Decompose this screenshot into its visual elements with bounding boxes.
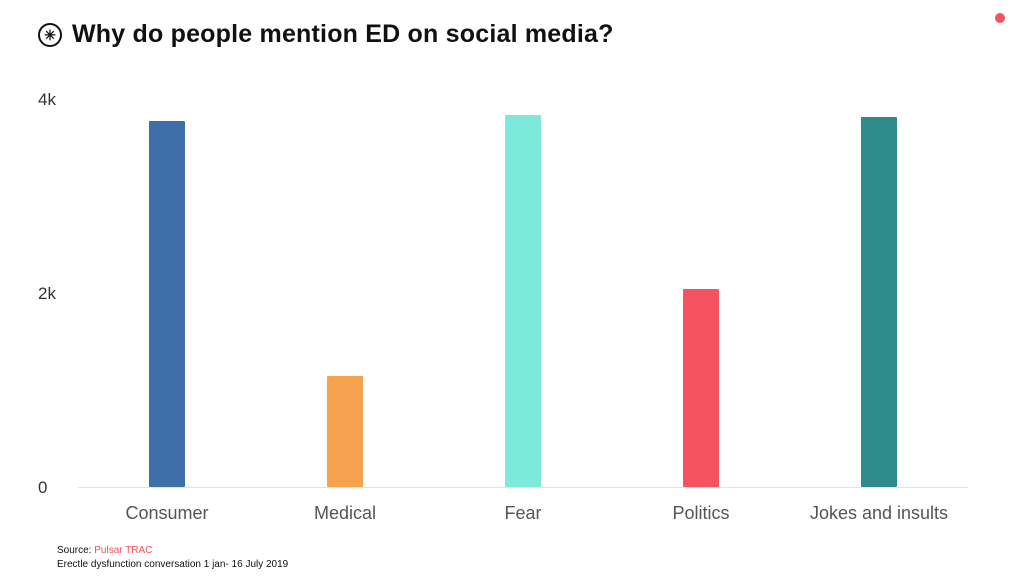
bar-column bbox=[612, 100, 790, 487]
source-line1: Source: Pulsar TRAC bbox=[57, 544, 288, 558]
y-tick-label: 4k bbox=[38, 90, 56, 109]
bar-medical bbox=[327, 375, 363, 487]
x-tick-label: Jokes and insults bbox=[809, 503, 949, 523]
bar-column bbox=[790, 100, 968, 487]
bar-column bbox=[434, 100, 612, 487]
plot-area bbox=[78, 100, 968, 488]
chart-header: ✳ Why do people mention ED on social med… bbox=[38, 20, 614, 49]
x-tick-label: Medical bbox=[313, 503, 377, 523]
y-tick-label: 2k bbox=[38, 284, 56, 303]
pulsar-logo-icon: ✳ bbox=[38, 22, 62, 47]
bar-politics bbox=[683, 288, 719, 487]
bar-column bbox=[78, 100, 256, 487]
bar-column bbox=[256, 100, 434, 487]
y-axis: 4k 2k 0 bbox=[38, 90, 72, 497]
source-attribution: Pulsar TRAC bbox=[94, 545, 153, 556]
bar-jokes-and-insults bbox=[861, 117, 897, 487]
x-axis-labels: Consumer Medical Fear Politics Jokes and ins… bbox=[78, 503, 968, 524]
x-tick-label: Politics bbox=[672, 503, 730, 523]
source-prefix: Source: bbox=[57, 545, 95, 556]
y-tick-label: 0 bbox=[38, 478, 48, 497]
x-tick-label: Consumer bbox=[125, 503, 209, 523]
corner-dot-decoration bbox=[995, 13, 1005, 23]
bar-fear bbox=[505, 115, 541, 487]
x-tick-label: Fear bbox=[504, 503, 542, 523]
page-title: Why do people mention ED on social media… bbox=[72, 20, 614, 48]
bar-consumer bbox=[149, 121, 185, 487]
source-line2: Erectle dysfunction conversation 1 jan- … bbox=[57, 558, 289, 570]
source-note: Source: Pulsar TRAC Erectle dysfunction … bbox=[57, 544, 288, 571]
